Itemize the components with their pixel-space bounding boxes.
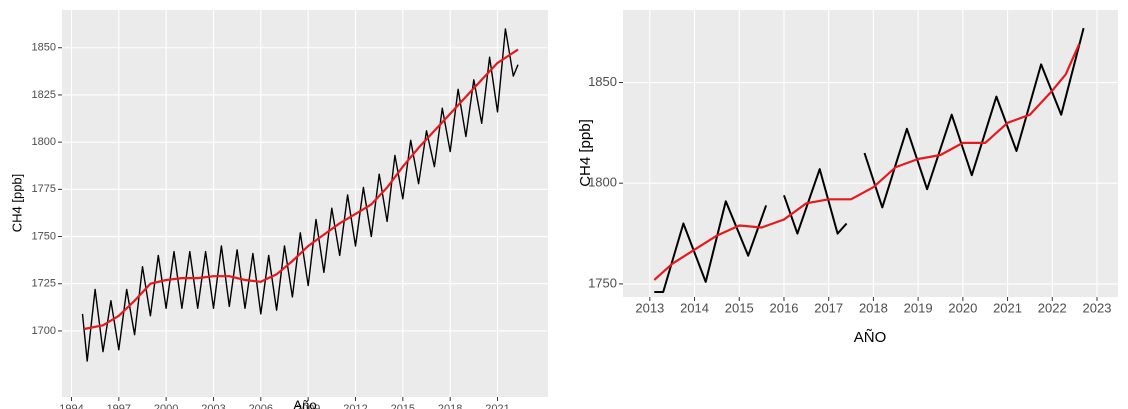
y-axis-label: CH4 [ppb] [577,119,594,187]
y-tick-label: 1725 [32,278,56,290]
x-tick-label: 2018 [438,403,462,409]
x-tick-label: 2016 [770,300,799,315]
x-tick-label: 2021 [993,300,1022,315]
x-tick-label: 2018 [859,300,888,315]
y-tick-label: 1800 [588,175,617,190]
x-tick-label: 2019 [904,300,933,315]
y-tick-label: 1750 [32,230,56,242]
x-tick-label: 2003 [201,403,225,409]
panel [623,10,1118,297]
y-axis-label: CH4 [ppb] [9,174,24,233]
y-tick-label: 1850 [588,74,617,89]
y-tick-label: 1825 [32,89,56,101]
x-tick-label: 2021 [485,403,509,409]
x-tick-label: 2022 [1038,300,1067,315]
line [81,28,519,362]
x-tick-label: 2014 [680,300,709,315]
x-axis-label: Año [293,397,316,409]
x-tick-label: 2015 [391,403,415,409]
x-axis-label: AÑO [854,329,887,346]
x-tick-label: 1997 [107,403,131,409]
line [653,43,1081,281]
x-tick-label: 2015 [725,300,754,315]
x-tick-label: 2020 [948,300,977,315]
x-tick-label: 2000 [154,403,178,409]
y-tick-label: 1750 [588,275,617,290]
x-tick-label: 2006 [249,403,273,409]
x-tick-label: 2009 [296,403,320,409]
x-tick-label: 1994 [59,403,83,409]
y-tick-label: 1775 [32,183,56,195]
y-tick-label: 1700 [32,325,56,337]
line [654,27,1085,293]
y-tick-label: 1850 [32,42,56,54]
y-tick-label: 1800 [32,136,56,148]
x-tick-label: 2023 [1083,300,1112,315]
panel [62,10,548,397]
x-tick-label: 2012 [343,403,367,409]
x-tick-label: 2013 [635,300,664,315]
x-tick-label: 2017 [814,300,843,315]
line [83,48,519,331]
